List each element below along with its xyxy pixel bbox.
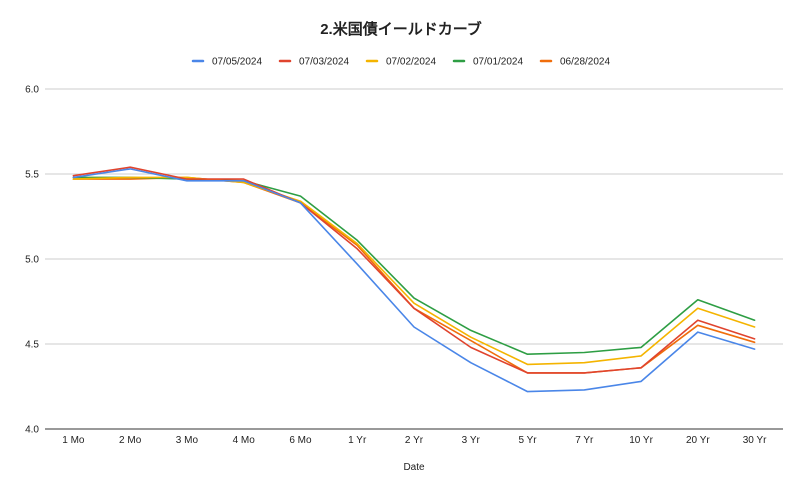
y-axis-ticks: 4.0 4.5 5.0 5.5 6.0 <box>25 85 39 436</box>
series-line-1 <box>72 166 756 374</box>
legend-label: 07/01/2024 <box>473 57 523 68</box>
gridlines <box>45 88 783 430</box>
x-tick-label: 4 Mo <box>233 435 256 446</box>
x-tick-label: 20 Yr <box>686 435 710 446</box>
x-tick-label: 1 Mo <box>62 435 85 446</box>
x-tick-label: 3 Mo <box>176 435 199 446</box>
y-tick-label: 4.0 <box>25 425 39 436</box>
x-tick-label: 1 Yr <box>348 435 367 446</box>
y-tick-label: 5.5 <box>25 170 39 181</box>
series-lines <box>72 166 756 393</box>
x-axis-title: Date <box>403 462 425 473</box>
chart-title: 2.米国債イールドカーブ <box>320 20 482 38</box>
legend: 07/05/2024 07/03/2024 07/02/2024 07/01/2024… <box>191 57 610 68</box>
legend-label: 06/28/2024 <box>560 57 610 68</box>
legend-label: 07/05/2024 <box>212 57 262 68</box>
x-tick-label: 3 Yr <box>462 435 481 446</box>
y-tick-label: 4.5 <box>25 340 39 351</box>
x-tick-label: 6 Mo <box>289 435 312 446</box>
series-line-2 <box>72 176 756 366</box>
x-axis-ticks: 1 Mo 2 Mo 3 Mo 4 Mo 6 Mo 1 Yr 2 Yr 3 Yr 5 Yr 7 Yr… <box>62 435 767 446</box>
y-tick-label: 5.0 <box>25 255 39 266</box>
x-tick-label: 2 Mo <box>119 435 142 446</box>
series-line-0 <box>72 168 756 393</box>
x-tick-label: 30 Yr <box>743 435 767 446</box>
x-tick-label: 2 Yr <box>405 435 424 446</box>
x-tick-label: 5 Yr <box>518 435 537 446</box>
y-tick-label: 6.0 <box>25 85 39 96</box>
legend-label: 07/02/2024 <box>386 57 436 68</box>
x-tick-label: 7 Yr <box>575 435 594 446</box>
legend-label: 07/03/2024 <box>299 57 349 68</box>
x-tick-label: 10 Yr <box>629 435 653 446</box>
